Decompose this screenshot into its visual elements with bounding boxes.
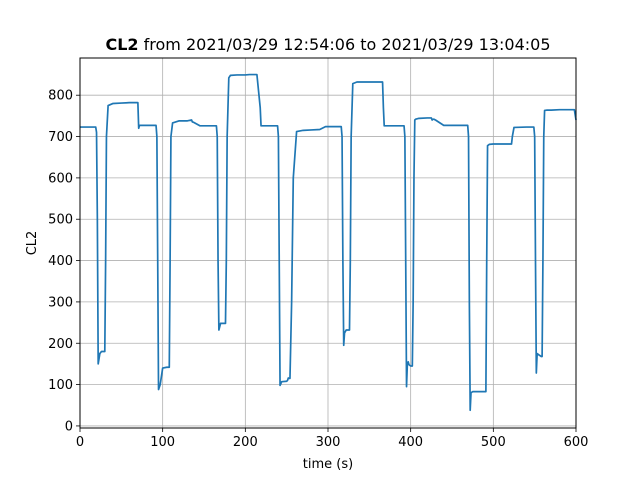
x-tick-label: 300	[316, 435, 341, 450]
y-tick-label: 500	[48, 213, 73, 228]
y-tick-label: 100	[48, 378, 73, 393]
chart-title: CL2 from 2021/03/29 12:54:06 to 2021/03/…	[105, 35, 550, 54]
y-axis-label: CL2	[25, 231, 40, 256]
x-tick-label: 200	[233, 435, 258, 450]
y-tick-label: 200	[48, 337, 73, 352]
y-tick-label: 300	[48, 295, 73, 310]
x-tick-label: 500	[481, 435, 506, 450]
plot-frame	[79, 57, 577, 429]
chart-title-rest: from 2021/03/29 12:54:06 to 2021/03/29 1…	[139, 35, 551, 54]
x-tick-label: 600	[564, 435, 589, 450]
axis-ticks: 0 100 200 300 400 500 600 0 100 200 300 400 500 600 70…	[48, 89, 588, 450]
chart-title-bold: CL2	[105, 35, 138, 54]
y-tick-label: 700	[48, 130, 73, 145]
y-tick-label: 0	[65, 419, 73, 434]
x-tick-label: 400	[398, 435, 423, 450]
x-tick-label: 100	[150, 435, 175, 450]
grid	[79, 58, 577, 428]
x-axis-label: time (s)	[303, 457, 353, 472]
y-tick-label: 600	[48, 171, 73, 186]
y-tick-label: 800	[48, 89, 73, 104]
x-tick-label: 0	[76, 435, 84, 450]
series-line	[80, 73, 577, 412]
y-tick-label: 400	[48, 254, 73, 269]
series-layer	[80, 73, 577, 412]
